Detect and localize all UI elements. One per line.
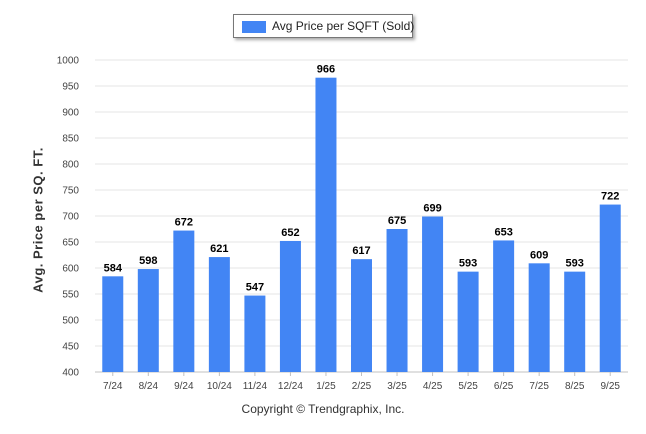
bar bbox=[528, 263, 550, 372]
x-tick-label: 7/25 bbox=[529, 381, 549, 392]
x-tick-label: 4/25 bbox=[423, 381, 443, 392]
data-label: 547 bbox=[246, 282, 264, 294]
y-tick-label: 950 bbox=[62, 82, 79, 93]
legend-label: Avg Price per SQFT (Sold) bbox=[272, 19, 415, 33]
x-tick-label: 3/25 bbox=[387, 381, 407, 392]
data-label: 621 bbox=[210, 243, 228, 255]
y-tick-label: 500 bbox=[62, 316, 79, 327]
bar bbox=[208, 257, 230, 372]
x-tick-label: 12/24 bbox=[278, 381, 303, 392]
y-tick-label: 450 bbox=[62, 342, 79, 353]
bar bbox=[422, 216, 444, 372]
data-label: 593 bbox=[566, 258, 584, 270]
x-tick-label: 10/24 bbox=[207, 381, 232, 392]
data-label: 609 bbox=[530, 249, 548, 261]
bar bbox=[173, 230, 195, 372]
y-tick-label: 700 bbox=[62, 212, 79, 223]
x-tick-label: 7/24 bbox=[103, 381, 123, 392]
copyright-footer: Copyright © Trendgraphix, Inc. bbox=[241, 402, 405, 416]
x-tick-label: 11/24 bbox=[243, 381, 268, 392]
x-tick-label: 8/24 bbox=[139, 381, 159, 392]
data-label: 653 bbox=[494, 226, 512, 238]
y-tick-label: 750 bbox=[62, 186, 79, 197]
y-tick-label: 850 bbox=[62, 134, 79, 145]
bar bbox=[599, 204, 621, 372]
legend-swatch bbox=[242, 21, 266, 33]
data-label: 584 bbox=[104, 262, 123, 274]
data-label: 722 bbox=[601, 191, 619, 203]
bar bbox=[386, 229, 408, 372]
x-tick-label: 8/25 bbox=[565, 381, 585, 392]
data-label: 652 bbox=[281, 227, 299, 239]
y-tick-label: 600 bbox=[62, 264, 79, 275]
bar bbox=[315, 77, 337, 373]
data-label: 966 bbox=[317, 64, 335, 76]
bar bbox=[351, 259, 372, 372]
y-tick-label: 550 bbox=[62, 290, 79, 301]
x-tick-label: 2/25 bbox=[352, 381, 372, 392]
data-label: 593 bbox=[459, 258, 477, 270]
y-tick-label: 400 bbox=[62, 368, 79, 379]
data-label: 598 bbox=[139, 255, 157, 267]
y-tick-label: 650 bbox=[62, 238, 79, 249]
y-tick-label: 1000 bbox=[57, 56, 80, 67]
bar bbox=[493, 240, 515, 372]
data-label: 699 bbox=[423, 203, 441, 215]
y-tick-label: 800 bbox=[62, 160, 79, 171]
data-label: 672 bbox=[175, 217, 193, 229]
bar bbox=[102, 276, 124, 372]
bar bbox=[564, 271, 586, 372]
data-label: 617 bbox=[352, 245, 370, 257]
x-tick-label: 9/24 bbox=[174, 381, 194, 392]
bar bbox=[244, 295, 266, 372]
bar bbox=[279, 240, 301, 372]
bar bbox=[457, 271, 479, 372]
x-tick-label: 5/25 bbox=[458, 381, 478, 392]
x-tick-label: 6/25 bbox=[494, 381, 514, 392]
x-tick-label: 1/25 bbox=[316, 381, 336, 392]
data-label: 675 bbox=[388, 215, 406, 227]
y-tick-label: 900 bbox=[62, 108, 79, 119]
chart-legend: Avg Price per SQFT (Sold) bbox=[233, 14, 415, 38]
bar bbox=[137, 269, 159, 372]
x-tick-label: 9/25 bbox=[600, 381, 620, 392]
